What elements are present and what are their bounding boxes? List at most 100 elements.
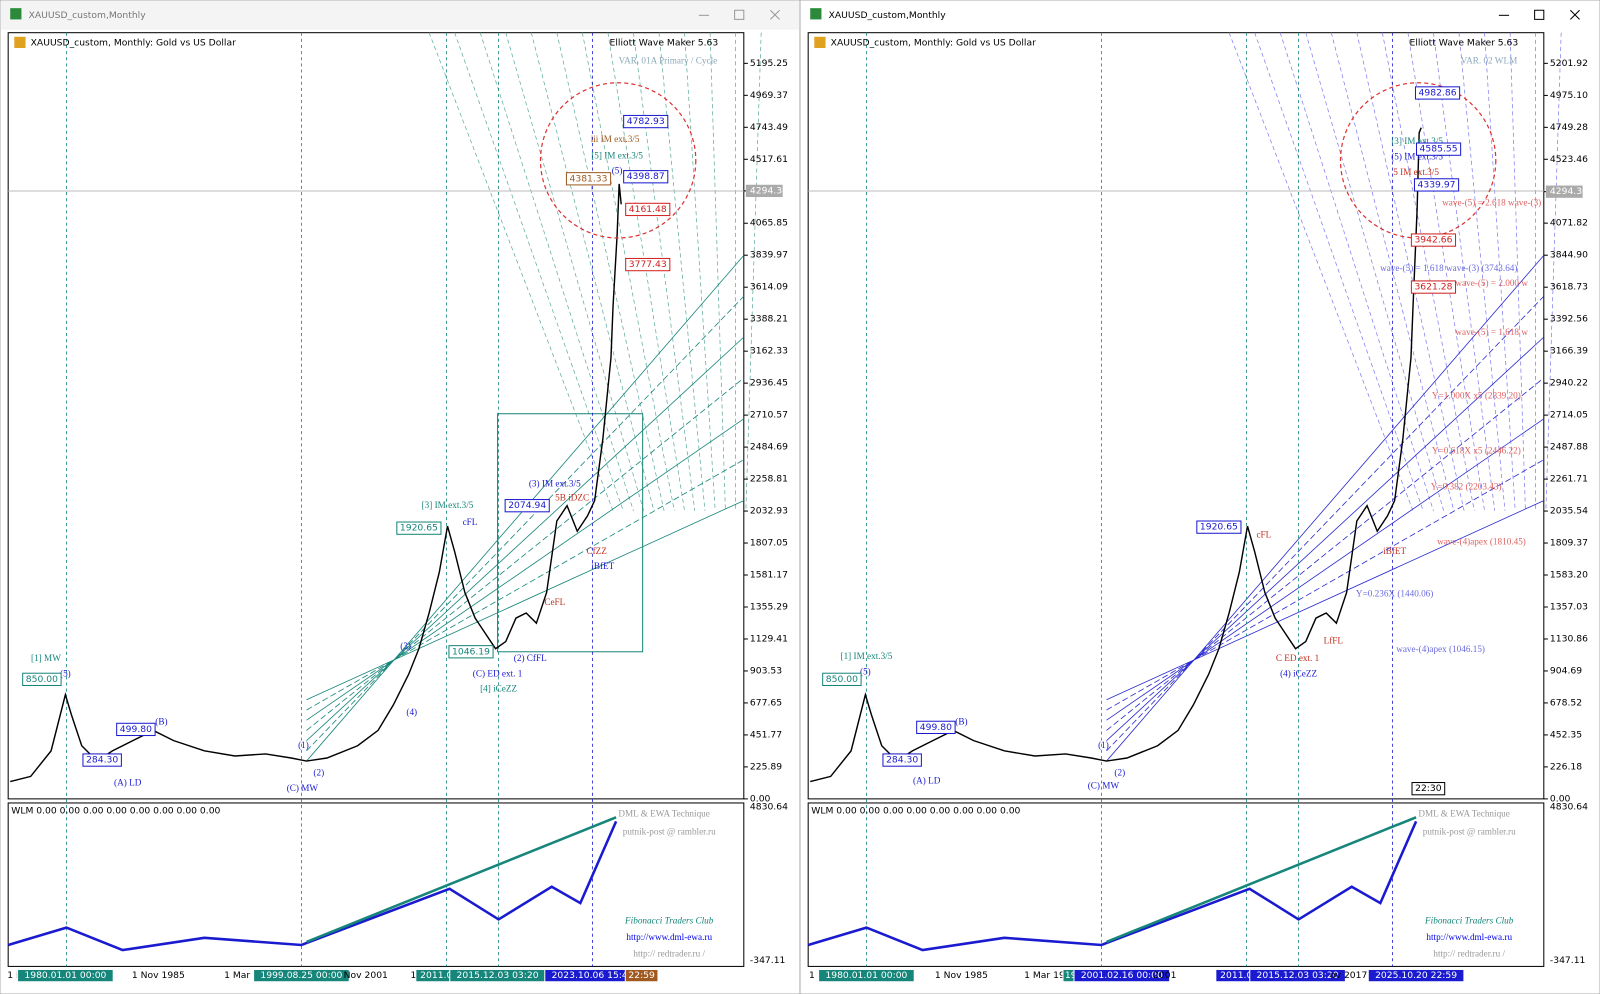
- price-label: 4071.82: [1550, 218, 1588, 229]
- date-label: ov 2017: [1330, 970, 1368, 981]
- highlight-circle: [539, 82, 697, 239]
- sub-indicator: WLM 0.00 0.00 0.00 0.00 0.00 0.00 0.00 0…: [811, 806, 1020, 817]
- wave-label: CfZZ: [586, 546, 607, 556]
- chart-header: XAUUSD_custom, Monthly: Gold vs US Dolla…: [31, 37, 236, 48]
- sub-caption: http:// redtrader.ru /: [1433, 948, 1505, 958]
- sub-area: [7, 802, 745, 967]
- price-series: [10, 183, 622, 783]
- channel-line: [1106, 500, 1544, 701]
- fib-fan-line: [1356, 32, 1465, 511]
- price-label: 451.77: [750, 729, 782, 740]
- channel-line: [1106, 255, 1545, 762]
- wave-label: (C) MW: [1088, 781, 1120, 791]
- wave-price-label: 499.80: [120, 724, 152, 735]
- wave-label: (4): [406, 707, 417, 717]
- ea-label: Elliott Wave Maker 5.63: [610, 37, 719, 48]
- wave-label: Y=0.382 (2203.43): [1431, 481, 1502, 491]
- wave-label: Y=0.618X x5 (2446.22): [1432, 446, 1521, 456]
- wave-price-label-box: [625, 257, 671, 272]
- fib-fan-line: [1545, 32, 1562, 511]
- wave-price-label: 4339.97: [1418, 179, 1456, 190]
- wave-price-label-box: [82, 753, 122, 767]
- wave-price-label: 4982.86: [1419, 87, 1457, 98]
- wave-price-label: 1920.65: [1200, 522, 1238, 533]
- wave-price-label: 284.30: [886, 755, 918, 766]
- wave-price-label-box: [565, 172, 612, 186]
- chart-window: XAUUSD_custom,Monthly XAUUSD_custom, Mont…: [799, 0, 1600, 994]
- fib-fan-line: [745, 32, 762, 511]
- price-label: 3388.21: [750, 314, 788, 325]
- wave-price-label: 4161.48: [629, 204, 667, 215]
- wave-price-label: 284.30: [86, 755, 118, 766]
- sub-axis-label: -347.11: [750, 955, 785, 966]
- sub-wave-line: [807, 820, 1418, 952]
- wave-label: [1] MW: [31, 653, 61, 663]
- wave-price-label-box: [22, 672, 62, 686]
- channel-line: [306, 459, 745, 711]
- wave-label: wave-(4)apex (1810.45): [1437, 537, 1526, 547]
- wave-price-label-box: [625, 202, 671, 217]
- wave-price-label-box: [1415, 142, 1462, 156]
- wave-price-label-box: [623, 170, 669, 184]
- wave-price-label-box: [448, 645, 494, 659]
- current-price-box: [1545, 185, 1583, 198]
- ea-label: Elliott Wave Maker 5.63: [1410, 37, 1519, 48]
- symbol-icon: [814, 36, 826, 49]
- wave-label: (A) LD: [114, 778, 142, 788]
- date-label: 1980.01.01 00:00: [825, 970, 907, 981]
- wave-label: (2) CfFL: [514, 653, 547, 663]
- wave-price-label-box: [1196, 520, 1242, 534]
- price-label: 1357.03: [1550, 601, 1588, 612]
- fib-fan-line: [633, 32, 696, 511]
- sub-caption: putnik-post @ rambler.ru: [1423, 827, 1516, 837]
- price-label: 0.00: [750, 793, 771, 804]
- wave-label: iBfET: [1383, 546, 1406, 556]
- sub-trend-line: [1106, 816, 1417, 944]
- date-label: 1 Nov 1985: [935, 970, 988, 981]
- price-label: 1807.05: [750, 538, 788, 549]
- window-icon: [810, 8, 822, 20]
- wave-label: LfFL: [1324, 636, 1344, 646]
- price-label: 2940.22: [1550, 378, 1588, 389]
- price-label: 1581.17: [750, 570, 788, 581]
- close-button[interactable]: [770, 9, 780, 20]
- price-label: 3614.09: [750, 282, 788, 293]
- date-label: 2023.10.06 15:47: [552, 970, 634, 981]
- sub-axis-label: -347.11: [1550, 955, 1585, 966]
- price-label: 3618.73: [1550, 282, 1588, 293]
- wave-label: wave-(5) = 2.618 wave-(3): [1442, 197, 1541, 207]
- sub-axis-label: 4830.64: [1550, 802, 1588, 813]
- fib-fan-line: [454, 32, 624, 511]
- wave-label: (2): [1114, 767, 1125, 777]
- date-label: 2015.12.03 03:20: [457, 970, 539, 981]
- wave-label: (1): [1098, 740, 1109, 750]
- window-title: XAUUSD_custom,Monthly: [29, 10, 147, 21]
- price-label: 452.35: [1550, 729, 1582, 740]
- maximize-button[interactable]: [1534, 9, 1545, 20]
- price-label: 2714.05: [1550, 410, 1588, 421]
- wave-price-label: 1920.65: [400, 523, 438, 534]
- channel-line: [306, 500, 744, 701]
- date-label: 1980.01.01 00:00: [24, 970, 106, 981]
- price-label: 3162.33: [750, 346, 788, 357]
- date-label: 2011.09.06: [1220, 970, 1273, 981]
- price-label: 4517.61: [750, 154, 788, 165]
- fib-fan-line: [556, 32, 665, 511]
- wave-label: (5): [60, 668, 71, 678]
- price-label: 903.53: [750, 665, 782, 676]
- wave-price-label: 850.00: [26, 674, 58, 685]
- maximize-button[interactable]: [734, 9, 745, 20]
- close-button[interactable]: [1570, 9, 1580, 20]
- price-label: 2035.54: [1550, 506, 1588, 517]
- wave-label: (5): [612, 166, 623, 176]
- fib-fan-line: [1382, 32, 1475, 511]
- wave-price-label-box: [623, 114, 669, 129]
- date-label: 2011.09.06: [420, 970, 473, 981]
- wave-price-label: 1046.19: [452, 646, 490, 657]
- channel-line: [1106, 295, 1545, 752]
- price-label: 678.52: [1550, 697, 1582, 708]
- date-label-box: [253, 968, 350, 983]
- date-label-box: [818, 968, 915, 983]
- wave-price-label-box: [882, 753, 922, 767]
- price-label: 1583.20: [1550, 570, 1588, 581]
